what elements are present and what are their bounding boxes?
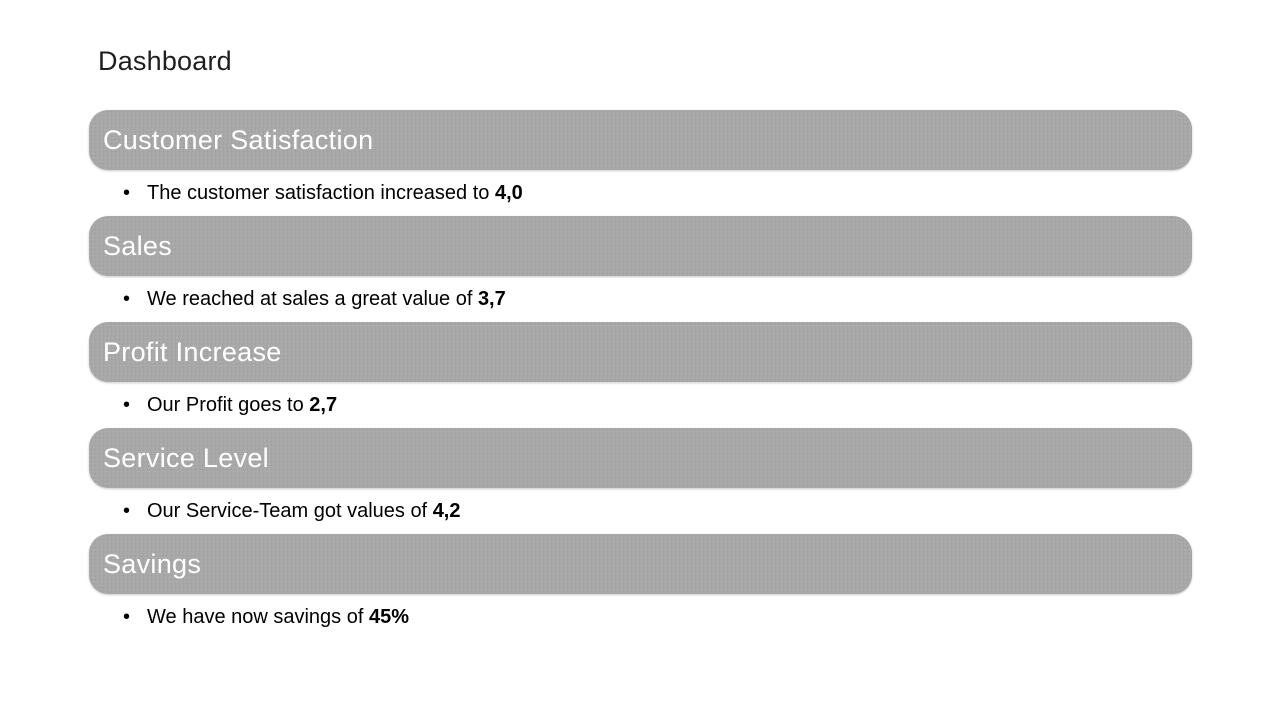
section-bullet-row: • We reached at sales a great value of 3… [89,276,1192,322]
section-header-label: Savings [103,548,202,579]
section-header-label: Customer Satisfaction [103,124,374,155]
bullet-text-lead: Our Profit goes to [147,393,310,416]
bullet-text-lead: We have now savings of [147,605,369,628]
bullet-marker-icon: • [123,394,131,416]
bullet-value: 3,7 [477,287,506,310]
bullet-text: Our Profit goes to 2,7 [147,394,337,417]
bullet-text: The customer satisfaction increased to 4… [147,182,523,205]
bullet-text-lead: We reached at sales a great value of [147,287,478,310]
sections-list: Customer Satisfaction • The customer sat… [89,110,1192,640]
section-bullet-row: • We have now savings of 45% [89,594,1192,640]
section-profit-increase: Profit Increase • Our Profit goes to 2,7 [89,322,1192,428]
section-savings: Savings • We have now savings of 45% [89,534,1192,640]
bullet-text: We reached at sales a great value of 3,7 [147,288,506,311]
section-header-bar: Customer Satisfaction [89,110,1192,170]
section-header-bar: Service Level [89,428,1192,488]
page-title: Dashboard [98,46,232,76]
section-bullet-row: • The customer satisfaction increased to… [89,170,1192,216]
section-bullet-row: • Our Service-Team got values of 4,2 [89,488,1192,534]
section-header-bar: Savings [89,534,1192,594]
section-customer-satisfaction: Customer Satisfaction • The customer sat… [89,110,1192,216]
bullet-marker-icon: • [123,288,131,310]
bullet-value: 4,0 [494,181,523,204]
section-header-label: Service Level [103,442,269,473]
bullet-text: We have now savings of 45% [147,606,409,629]
bullet-value: 45% [368,605,410,628]
section-header-bar: Profit Increase [89,322,1192,382]
section-service-level: Service Level • Our Service-Team got val… [89,428,1192,534]
bullet-text: Our Service-Team got values of 4,2 [147,500,461,523]
section-header-label: Profit Increase [103,336,282,367]
section-header-label: Sales [103,230,173,261]
bullet-value: 2,7 [309,393,338,416]
section-header-bar: Sales [89,216,1192,276]
section-bullet-row: • Our Profit goes to 2,7 [89,382,1192,428]
bullet-text-lead: The customer satisfaction increased to [147,181,495,204]
section-sales: Sales • We reached at sales a great valu… [89,216,1192,322]
bullet-marker-icon: • [123,182,131,204]
bullet-value: 4,2 [432,499,461,522]
bullet-marker-icon: • [123,606,131,628]
bullet-marker-icon: • [123,500,131,522]
bullet-text-lead: Our Service-Team got values of [147,499,433,522]
